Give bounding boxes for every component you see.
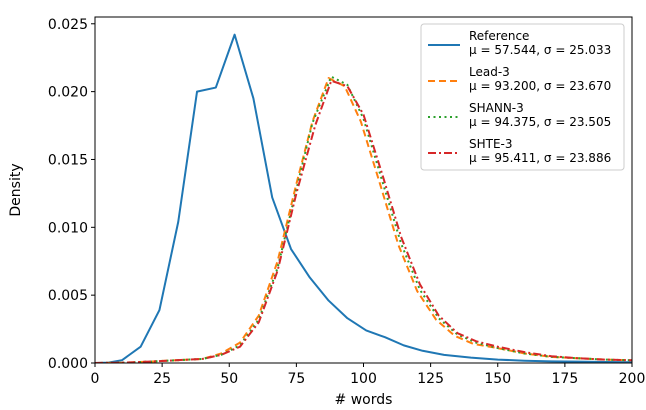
y-tick-label: 0.020 [48, 85, 88, 101]
x-axis-label: # words [335, 392, 393, 408]
x-tick-label: 25 [153, 371, 171, 387]
y-tick-label: 0.015 [48, 152, 88, 168]
x-tick-label: 0 [91, 371, 100, 387]
series-line-reference [95, 33, 632, 363]
series-line-shann-3 [95, 75, 632, 363]
legend-stats: μ = 93.200, σ = 23.670 [469, 79, 611, 93]
legend-box [420, 23, 625, 171]
legend-label: Reference [469, 29, 529, 43]
x-tick-label: 75 [287, 371, 305, 387]
x-tick-label: 50 [220, 371, 238, 387]
x-tick-label: 200 [619, 371, 646, 387]
y-tick-label: 0.000 [48, 356, 88, 372]
x-tick-label: 125 [417, 371, 444, 387]
x-tick-label: 175 [552, 371, 579, 387]
axis-ticks: 0 25 50 75 100 125 150 175 200 0.000 0.005 0.010 0.0… [48, 17, 645, 387]
series-layer [95, 33, 632, 363]
y-axis-label: Density [8, 163, 24, 216]
y-tick-label: 0.025 [48, 17, 88, 33]
series-line-shte-3 [95, 79, 632, 363]
legend-stats: μ = 57.544, σ = 25.033 [469, 43, 611, 57]
y-tick-label: 0.005 [48, 288, 88, 304]
legend-label: SHANN-3 [469, 101, 524, 115]
y-tick-label: 0.010 [48, 220, 88, 236]
x-tick-label: 150 [484, 371, 511, 387]
legend-stats: μ = 94.375, σ = 23.505 [469, 115, 611, 129]
x-tick-label: 100 [350, 371, 377, 387]
legend-label: Lead-3 [469, 65, 510, 79]
legend-label: SHTE-3 [469, 137, 513, 151]
legend-stats: μ = 95.411, σ = 23.886 [469, 151, 611, 165]
